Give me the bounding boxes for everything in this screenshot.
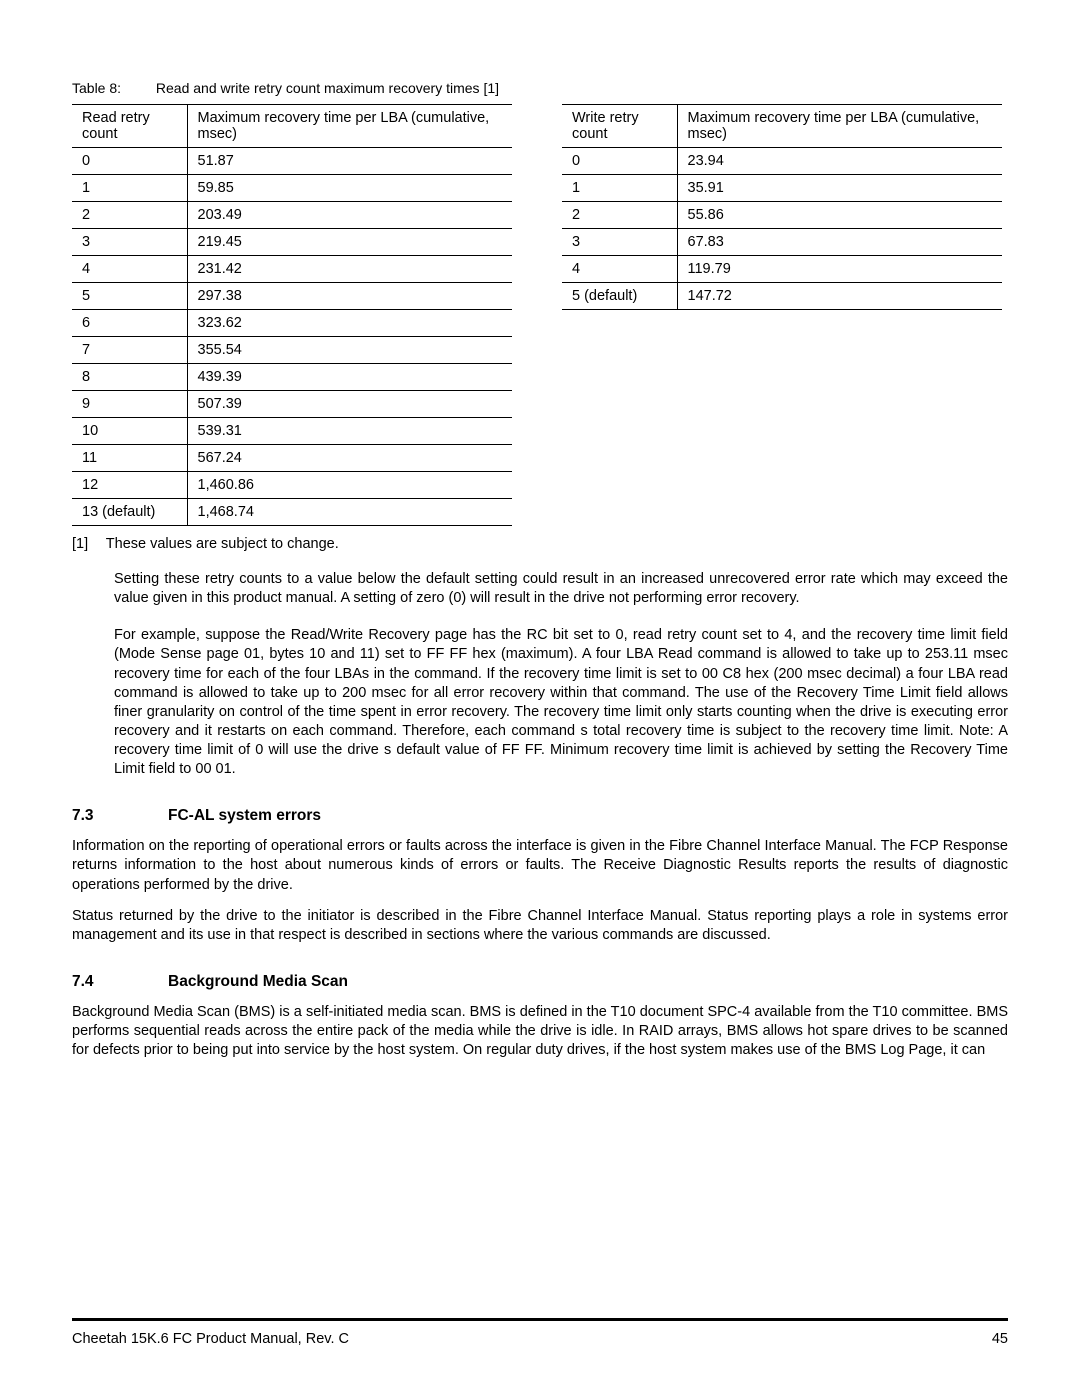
tables-row: Read retry count Maximum recovery time p… (72, 104, 1008, 526)
read-cell-count: 12 (72, 472, 187, 499)
table-row: 5 (default)147.72 (562, 283, 1002, 310)
read-cell-time: 1,460.86 (187, 472, 512, 499)
table-row: 11567.24 (72, 445, 512, 472)
read-cell-count: 0 (72, 148, 187, 175)
read-retry-table: Read retry count Maximum recovery time p… (72, 104, 512, 526)
read-cell-time: 355.54 (187, 337, 512, 364)
table-row: 159.85 (72, 175, 512, 202)
read-cell-count: 8 (72, 364, 187, 391)
read-cell-count: 11 (72, 445, 187, 472)
read-cell-time: 59.85 (187, 175, 512, 202)
write-cell-count: 2 (562, 202, 677, 229)
table-row: 5297.38 (72, 283, 512, 310)
read-cell-time: 539.31 (187, 418, 512, 445)
write-header-col1: Write retry count (562, 105, 677, 148)
footer-doc-title: Cheetah 15K.6 FC Product Manual, Rev. C (72, 1331, 349, 1347)
table-row: 121,460.86 (72, 472, 512, 499)
write-cell-time: 147.72 (677, 283, 1002, 310)
write-cell-time: 35.91 (677, 175, 1002, 202)
read-cell-count: 1 (72, 175, 187, 202)
write-cell-time: 23.94 (677, 148, 1002, 175)
write-cell-time: 55.86 (677, 202, 1002, 229)
read-cell-time: 1,468.74 (187, 499, 512, 526)
read-cell-time: 203.49 (187, 202, 512, 229)
table-row: 135.91 (562, 175, 1002, 202)
table-caption-text: Read and write retry count maximum recov… (156, 80, 499, 96)
section-number: 7.3 (72, 807, 168, 825)
read-cell-count: 2 (72, 202, 187, 229)
table-row: 023.94 (562, 148, 1002, 175)
write-cell-count: 3 (562, 229, 677, 256)
read-cell-count: 4 (72, 256, 187, 283)
read-cell-count: 10 (72, 418, 187, 445)
table-row: 3219.45 (72, 229, 512, 256)
read-cell-time: 439.39 (187, 364, 512, 391)
paragraph: For example, suppose the Read/Write Reco… (114, 626, 1008, 779)
read-header-col1: Read retry count (72, 105, 187, 148)
section-title: FC-AL system errors (168, 807, 321, 824)
read-cell-count: 9 (72, 391, 187, 418)
read-cell-time: 297.38 (187, 283, 512, 310)
table-header-row: Write retry count Maximum recovery time … (562, 105, 1002, 148)
table-number: Table 8: (72, 80, 152, 96)
table-row: 2203.49 (72, 202, 512, 229)
write-cell-count: 1 (562, 175, 677, 202)
read-cell-count: 6 (72, 310, 187, 337)
write-cell-count: 0 (562, 148, 677, 175)
read-cell-time: 51.87 (187, 148, 512, 175)
read-cell-time: 507.39 (187, 391, 512, 418)
page-footer: Cheetah 15K.6 FC Product Manual, Rev. C … (72, 1318, 1008, 1347)
table-row: 367.83 (562, 229, 1002, 256)
table-row: 4231.42 (72, 256, 512, 283)
read-cell-time: 567.24 (187, 445, 512, 472)
read-cell-time: 219.45 (187, 229, 512, 256)
read-cell-time: 323.62 (187, 310, 512, 337)
table-row: 255.86 (562, 202, 1002, 229)
table-row: 7355.54 (72, 337, 512, 364)
read-cell-count: 13 (default) (72, 499, 187, 526)
write-cell-time: 119.79 (677, 256, 1002, 283)
read-header-col2: Maximum recovery time per LBA (cumulativ… (187, 105, 512, 148)
table-caption: Table 8: Read and write retry count maxi… (72, 80, 1008, 96)
table-row: 051.87 (72, 148, 512, 175)
footnote: [1] These values are subject to change. (72, 536, 1008, 552)
table-row: 6323.62 (72, 310, 512, 337)
table-row: 10539.31 (72, 418, 512, 445)
write-cell-count: 4 (562, 256, 677, 283)
paragraph: Setting these retry counts to a value be… (114, 570, 1008, 608)
write-retry-table: Write retry count Maximum recovery time … (562, 104, 1002, 310)
write-cell-count: 5 (default) (562, 283, 677, 310)
table-header-row: Read retry count Maximum recovery time p… (72, 105, 512, 148)
table-row: 9507.39 (72, 391, 512, 418)
footer-page-number: 45 (992, 1331, 1008, 1347)
section-heading-7-4: 7.4Background Media Scan (72, 973, 1008, 991)
section-number: 7.4 (72, 973, 168, 991)
paragraph: Information on the reporting of operatio… (72, 837, 1008, 894)
paragraph: Background Media Scan (BMS) is a self-in… (72, 1003, 1008, 1060)
footnote-marker: [1] (72, 536, 102, 552)
table-row: 8439.39 (72, 364, 512, 391)
table-row: 4119.79 (562, 256, 1002, 283)
section-title: Background Media Scan (168, 973, 348, 990)
write-cell-time: 67.83 (677, 229, 1002, 256)
read-cell-count: 7 (72, 337, 187, 364)
read-cell-time: 231.42 (187, 256, 512, 283)
write-header-col2: Maximum recovery time per LBA (cumulativ… (677, 105, 1002, 148)
read-cell-count: 5 (72, 283, 187, 310)
table-row: 13 (default)1,468.74 (72, 499, 512, 526)
read-cell-count: 3 (72, 229, 187, 256)
paragraph: Status returned by the drive to the init… (72, 907, 1008, 945)
section-heading-7-3: 7.3FC-AL system errors (72, 807, 1008, 825)
footnote-text: These values are subject to change. (106, 536, 339, 552)
